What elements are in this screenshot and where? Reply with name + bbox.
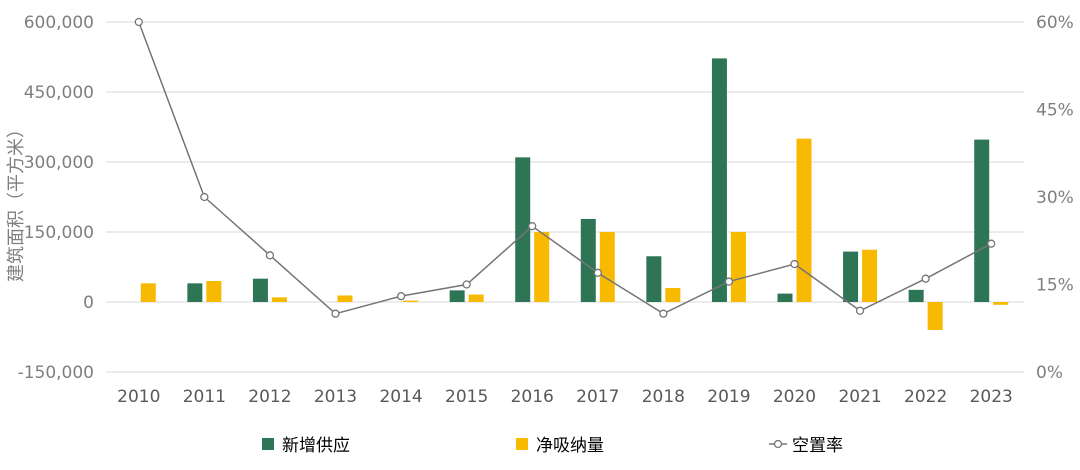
bar-new-supply <box>187 283 203 302</box>
x-tick-label: 2023 <box>970 387 1013 407</box>
vacancy-rate-point <box>134 17 143 27</box>
bar-net-absorption <box>796 138 812 302</box>
bar-new-supply <box>908 289 924 302</box>
legend: 新增供应 净吸纳量 空置率 <box>262 436 843 456</box>
bar-net-absorption <box>993 302 1009 305</box>
x-tick-label: 2012 <box>248 387 291 407</box>
y-left-tick-label: 600,000 <box>24 13 94 33</box>
bar-net-absorption <box>862 249 878 302</box>
bar-new-supply <box>449 290 465 302</box>
bar-new-supply <box>515 157 531 302</box>
y-left-tick-label: 150,000 <box>24 223 94 243</box>
x-tick-label: 2018 <box>642 387 685 407</box>
x-tick-label: 2011 <box>183 387 226 407</box>
vacancy-rate-point <box>462 280 471 289</box>
bar-series <box>140 58 1009 330</box>
y-right-tick-label: 30% <box>1036 188 1074 208</box>
y-left-tick-label: 0 <box>83 293 94 313</box>
vacancy-rate-line <box>138 21 992 315</box>
y-left-tick-label: 300,000 <box>24 153 94 173</box>
legend-marker <box>773 439 783 449</box>
bar-net-absorption <box>403 300 419 302</box>
y-right-tick-label: 15% <box>1036 276 1074 296</box>
x-tick-label: 2014 <box>379 387 422 407</box>
vacancy-rate-point <box>396 292 406 301</box>
x-tick-label: 2016 <box>511 387 554 407</box>
bar-new-supply <box>974 139 990 302</box>
x-tick-label: 2020 <box>773 387 816 407</box>
y-right-tick-label: 0% <box>1036 363 1063 383</box>
y-axis-title: 建筑面积（平方米） <box>6 120 27 282</box>
bar-new-supply <box>843 251 859 302</box>
vacancy-rate-point <box>659 309 668 318</box>
y-right-tick-label: 60% <box>1036 13 1074 33</box>
x-tick-label: 2019 <box>707 387 750 407</box>
bar-net-absorption <box>337 295 353 302</box>
bar-net-absorption <box>534 232 550 302</box>
vacancy-rate-point <box>200 192 209 202</box>
legend-swatch <box>516 438 528 450</box>
x-tick-label: 2022 <box>904 387 947 407</box>
y-left-tick-label: -150,000 <box>18 363 94 383</box>
bar-new-supply <box>777 293 793 302</box>
bar-net-absorption <box>271 297 287 302</box>
vacancy-rate-point <box>528 222 537 231</box>
y-right-tick-label: 45% <box>1036 101 1074 121</box>
x-tick-label: 2013 <box>314 387 357 407</box>
bar-net-absorption <box>140 283 156 302</box>
x-tick-label: 2010 <box>117 387 160 407</box>
bar-net-absorption <box>730 232 746 302</box>
bar-net-absorption <box>468 294 484 302</box>
vacancy-rate-point <box>724 277 734 286</box>
y-left-axis: -150,000 0 150,000 300,000 450,000 600,000 <box>18 13 94 383</box>
vacancy-rate-point <box>331 309 340 318</box>
legend-label: 空置率 <box>792 436 843 456</box>
legend-label: 净吸纳量 <box>536 436 604 456</box>
vacancy-rate-point <box>790 259 799 269</box>
vacancy-rate-point <box>593 268 602 277</box>
y-right-axis: 0% 15% 30% 45% 60% <box>1036 13 1074 383</box>
bar-new-supply <box>646 256 662 302</box>
gridlines <box>106 21 1024 373</box>
line-series <box>134 17 996 318</box>
legend-label: 新增供应 <box>282 436 350 456</box>
vacancy-rate-point <box>921 274 930 283</box>
y-left-tick-label: 450,000 <box>24 83 94 103</box>
x-tick-label: 2021 <box>838 387 881 407</box>
vacancy-rate-point <box>987 239 996 248</box>
bar-new-supply <box>252 278 268 302</box>
vacancy-rate-point <box>855 306 865 315</box>
legend-swatch <box>262 438 274 450</box>
bar-net-absorption <box>206 281 222 302</box>
bar-net-absorption <box>665 288 681 302</box>
x-axis: 2010 2011 2012 2013 2014 2015 2016 2017 2018 2019… <box>117 387 1013 407</box>
bar-net-absorption <box>927 302 943 330</box>
vacancy-rate-point <box>265 251 275 260</box>
x-tick-label: 2017 <box>576 387 619 407</box>
bar-net-absorption <box>599 232 615 302</box>
bar-new-supply <box>711 58 727 303</box>
x-tick-label: 2015 <box>445 387 488 407</box>
bar-new-supply <box>580 218 596 302</box>
